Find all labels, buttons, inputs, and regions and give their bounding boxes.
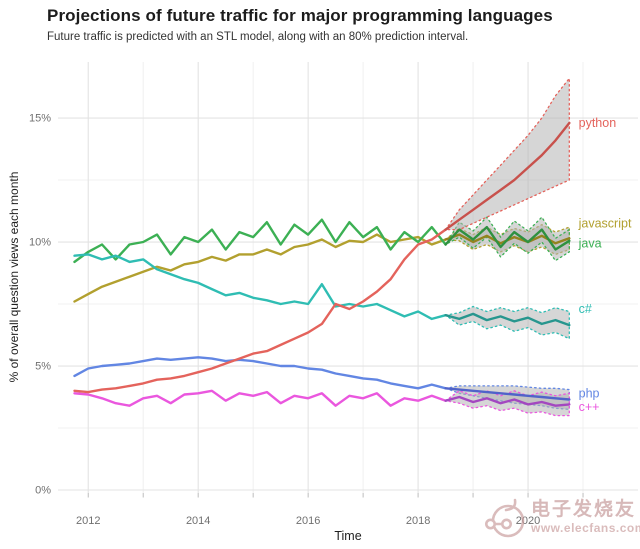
forecast-line-php	[444, 387, 571, 401]
ribbon-layer	[443, 76, 570, 417]
y-tick-label: 10%	[29, 237, 51, 249]
x-tick-label: 2018	[406, 515, 430, 527]
forecast-line-c#	[444, 312, 571, 327]
forecast-line-java	[444, 225, 571, 251]
series-line-php	[73, 356, 447, 390]
series-label-python: python	[579, 116, 617, 130]
x-tick-label: 2014	[186, 515, 210, 527]
axis-layer: 0% 5% 10% 15% 2012 2014 2016 2018 2020	[29, 113, 584, 527]
chart-title: Projections of future traffic for major …	[47, 6, 553, 25]
forecast-line-python	[444, 121, 571, 231]
chart-subtitle: Future traffic is predicted with an STL …	[47, 31, 469, 43]
x-tick-label: 2012	[76, 515, 100, 527]
series-label-c#: c#	[579, 302, 592, 316]
series-label-javascript: javascript	[578, 216, 632, 230]
x-tick-label: 2016	[296, 515, 320, 527]
forecast-line-c++	[444, 395, 571, 407]
y-tick-label: 0%	[35, 485, 51, 497]
x-axis-title: Time	[334, 529, 362, 543]
series-label-java: java	[578, 236, 602, 250]
series-label-php: php	[579, 386, 600, 400]
y-tick-label: 5%	[35, 361, 51, 373]
y-axis-title: % of overall question views each month	[7, 171, 21, 383]
forecast-ribbon-python	[444, 76, 570, 231]
series-label-c++: c++	[579, 400, 600, 414]
x-tick-label: 2020	[516, 515, 540, 527]
series-line-python	[73, 228, 447, 394]
series-line-c++	[73, 389, 447, 407]
series-line-java	[73, 218, 447, 264]
y-tick-label: 15%	[29, 113, 51, 125]
series-line-c#	[73, 253, 447, 321]
line-layer	[73, 121, 571, 407]
